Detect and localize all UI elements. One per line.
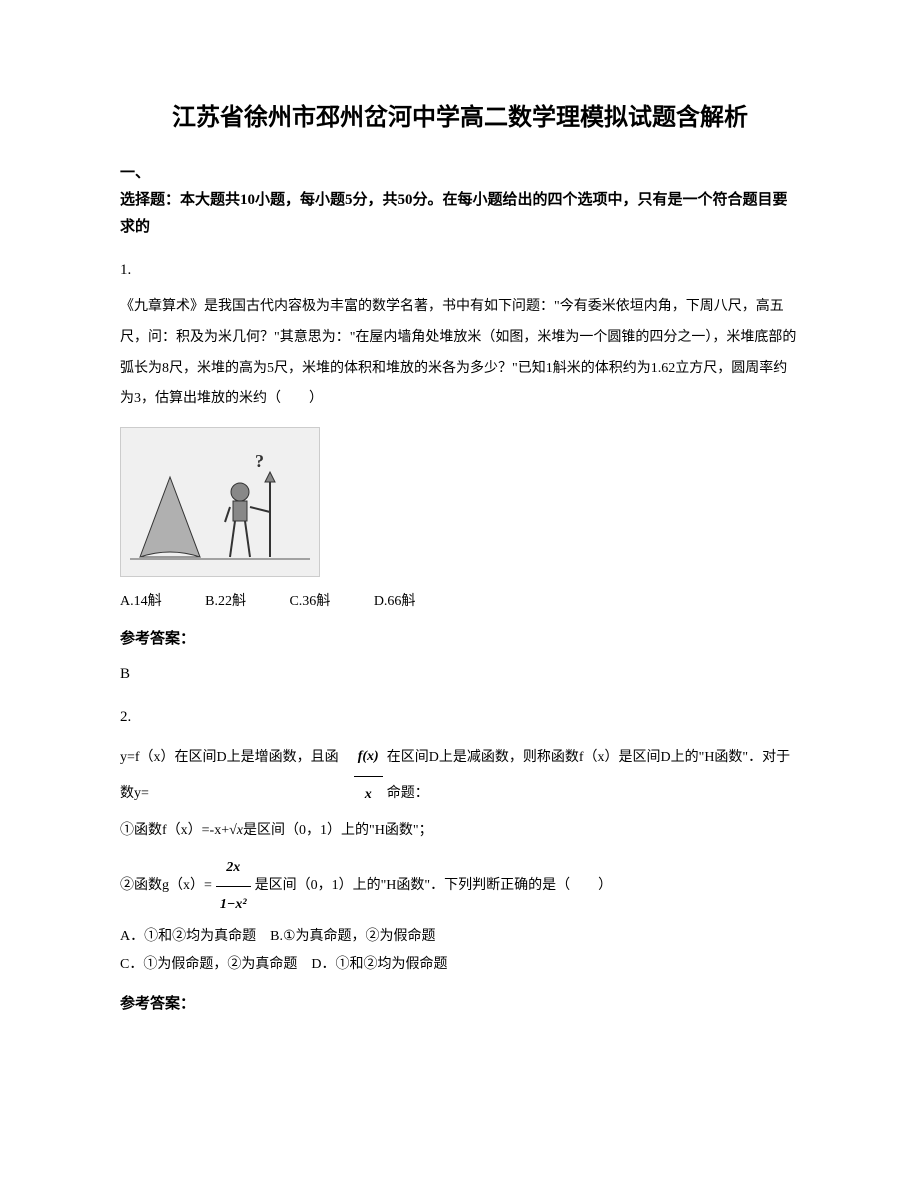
fraction-numerator-2: 2x	[216, 850, 251, 887]
question-2-stem: y=f（x）在区间D上是增函数，且函数y= f(x) x 在区间D上是减函数，则…	[120, 739, 800, 813]
option-c: C.36斛	[289, 594, 330, 609]
question-1-figure: ?	[120, 427, 320, 577]
fraction-fx-over-x: f(x) x	[354, 739, 383, 813]
proposition-2: ②函数g（x）= 2x 1−x² 是区间（0，1）上的"H函数"．下列判断正确的…	[120, 850, 800, 924]
question-1-answer: B	[120, 661, 800, 688]
question-2-number: 2.	[120, 704, 800, 731]
question-2-answer-label: 参考答案：	[120, 991, 800, 1018]
prop1-after: 是区间（0，1）上的"H函数"；	[243, 813, 433, 849]
sqrt-x: √x	[229, 813, 243, 849]
prop2-before: ②函数g（x）=	[120, 868, 212, 904]
option-a: A.14斛	[120, 594, 162, 609]
q2-text-part1: y=f（x）在区间D上是增函数，且函数y=	[120, 740, 350, 813]
fraction-denominator-2: 1−x²	[216, 887, 251, 923]
page-title: 江苏省徐州市邳州岔河中学高二数学理模拟试题含解析	[120, 100, 800, 136]
prop2-after: 是区间（0，1）上的"H函数"．下列判断正确的是（ ）	[255, 868, 613, 904]
question-2-options-line1: A．①和②均为真命题 B.①为真命题，②为假命题	[120, 923, 800, 951]
section-description: 选择题：本大题共10小题，每小题5分，共50分。在每小题给出的四个选项中，只有是…	[120, 192, 788, 235]
question-1-options: A.14斛 B.22斛 C.36斛 D.66斛	[120, 589, 800, 614]
question-2-options-line2: C．①为假命题，②为真命题 D．①和②均为假命题	[120, 951, 800, 979]
question-1-text: 《九章算术》是我国古代内容极为丰富的数学名著，书中有如下问题："今有委米依垣内角…	[120, 292, 800, 415]
fraction-2x-over: 2x 1−x²	[216, 850, 251, 924]
fraction-numerator: f(x)	[354, 739, 383, 776]
proposition-1: ①函数f（x）=-x+ √x 是区间（0，1）上的"H函数"；	[120, 813, 800, 849]
prop1-before: ①函数f（x）=-x+	[120, 813, 229, 849]
q2-text-part2: 在区间D上是减函数，则称函数f（x）是区间D上的"H函数"．对于命题：	[387, 740, 800, 813]
option-b: B.22斛	[205, 594, 246, 609]
question-1-answer-label: 参考答案：	[120, 626, 800, 653]
section-header: 一、 选择题：本大题共10小题，每小题5分，共50分。在每小题给出的四个选项中，…	[120, 160, 800, 241]
question-1-number: 1.	[120, 257, 800, 284]
fraction-denominator: x	[354, 777, 383, 813]
svg-text:?: ?	[255, 451, 264, 471]
section-number: 一、	[120, 165, 150, 181]
option-d: D.66斛	[374, 594, 416, 609]
